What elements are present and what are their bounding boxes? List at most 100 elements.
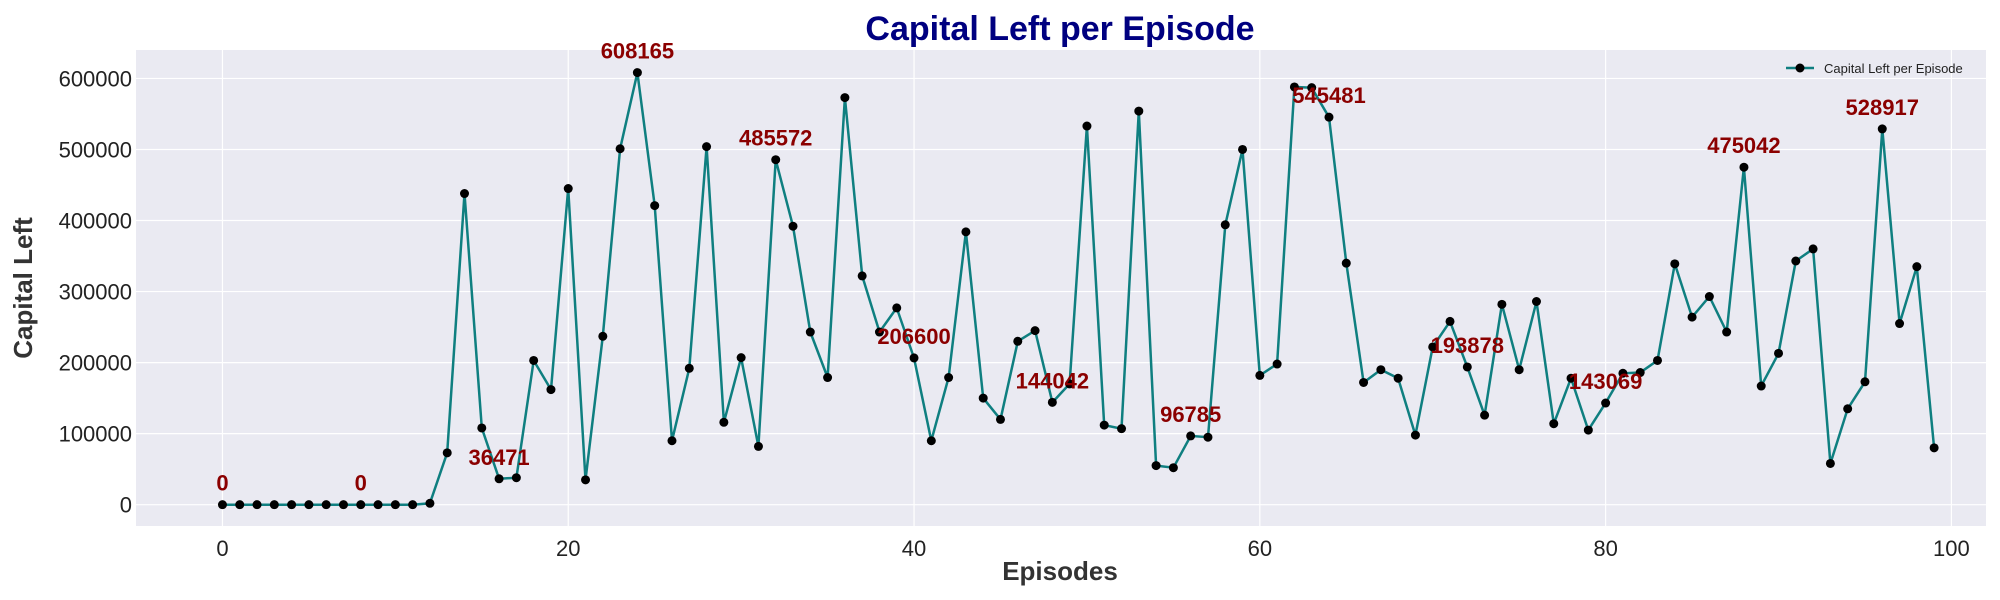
data-point [1895,319,1905,329]
data-point [1549,419,1559,429]
x-tick-label: 100 [1933,536,1970,561]
data-point [1825,458,1835,468]
data-annotation: 528917 [1846,95,1919,120]
data-point [1462,362,1472,372]
data-point [1687,312,1697,322]
data-point [1410,430,1420,440]
data-point [1583,425,1593,435]
data-point [442,448,452,458]
data-point [1220,220,1230,230]
data-point [1704,292,1714,302]
data-point [702,142,712,152]
data-point [1497,299,1507,309]
annotations: 0 0 36471 608165 485572 206600 144042 96785 5454… [216,39,1919,496]
data-point [1047,397,1057,407]
data-annotation: 206600 [877,324,950,349]
data-point [373,500,383,510]
data-point [1739,162,1749,172]
x-tick-label: 80 [1593,536,1617,561]
data-point [1514,365,1524,375]
data-point [719,417,729,427]
data-point [425,498,435,508]
data-point [1082,121,1092,131]
data-point [1601,398,1611,408]
data-point [632,68,642,78]
data-point [1341,258,1351,268]
data-annotation: 144042 [1016,368,1089,393]
data-point [1376,365,1386,375]
data-point [408,500,418,510]
data-annotation: 143069 [1569,369,1642,394]
data-point [1255,370,1265,380]
data-point [511,473,521,483]
data-point [736,353,746,363]
data-point [1618,368,1628,378]
series-line [222,72,1936,506]
data-point [771,155,781,165]
data-point [1013,336,1023,346]
data-point [581,475,591,485]
y-tick-label: 600000 [59,66,132,91]
plot-area [136,50,1986,526]
legend-marker-swatch [1795,63,1805,73]
data-point [460,189,470,199]
data-point [1877,124,1887,134]
data-point [1445,316,1455,326]
data-point [615,144,625,154]
data-point [1393,373,1403,383]
grid-lines [136,50,1986,526]
data-annotation: 475042 [1707,133,1780,158]
data-point [892,303,902,313]
data-annotation: 96785 [1160,402,1221,427]
data-point [805,327,815,337]
data-point [546,385,556,395]
y-tick-label: 500000 [59,137,132,162]
data-point [477,423,487,433]
data-point [563,184,573,194]
data-point [874,327,884,337]
data-point [390,500,400,510]
data-point [1030,326,1040,336]
y-tick-label: 400000 [59,209,132,234]
data-annotation: 36471 [468,445,529,470]
data-point [1531,296,1541,306]
data-point [304,500,314,510]
data-point [1929,443,1939,453]
x-tick-label: 20 [556,536,580,561]
data-point [235,500,245,510]
data-point [995,414,1005,424]
x-tick-label: 40 [902,536,926,561]
data-point [1065,379,1075,389]
data-annotation: 193878 [1431,333,1504,358]
data-point [1428,342,1438,352]
data-point [494,474,504,484]
data-point [529,355,539,365]
data-point [1722,327,1732,337]
data-point [1480,410,1490,420]
data-point [1151,461,1161,471]
data-point [1134,106,1144,116]
data-point [667,436,677,446]
data-point [1238,144,1248,154]
data-point [1203,432,1213,442]
axis-ticks: 0 20 40 60 80 100 0 100000 200000 300000 400000 500… [59,66,1970,561]
data-point [287,500,297,510]
data-point [823,373,833,383]
data-annotation: 0 [355,471,367,496]
data-point [1912,262,1922,272]
data-point [1808,244,1818,254]
data-point [1272,359,1282,369]
y-axis-label: Capital Left [8,217,38,359]
data-point [1670,259,1680,269]
x-tick-label: 0 [216,536,228,561]
data-point [1289,82,1299,92]
legend-entry-label: Capital Left per Episode [1824,61,1963,76]
data-point [1117,424,1127,434]
data-point [753,441,763,451]
data-point [1860,377,1870,387]
y-tick-label: 200000 [59,351,132,376]
data-point [684,363,694,373]
data-point [1635,368,1645,378]
data-point [1791,256,1801,266]
